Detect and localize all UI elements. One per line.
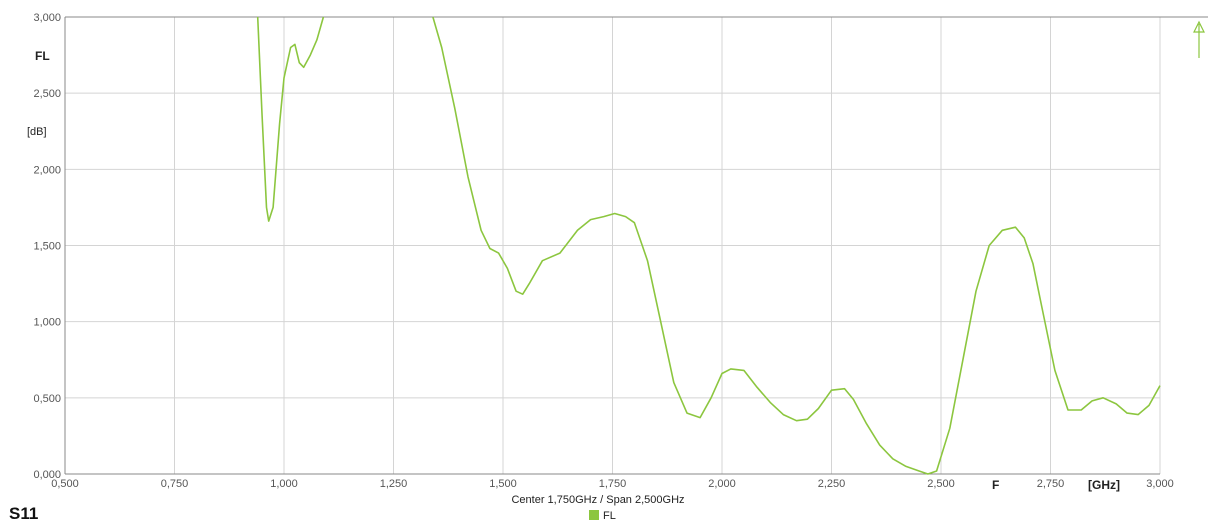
x-tick-label: 1,750 <box>599 478 627 490</box>
x-axis-unit: [GHz] <box>1088 478 1120 492</box>
x-tick-label: 0,500 <box>51 478 79 490</box>
grid <box>64 16 1208 475</box>
y-tick-label: 3,000 <box>33 12 61 24</box>
x-tick-label: 0,750 <box>161 478 189 490</box>
marker-arrow-icon[interactable] <box>1193 20 1205 58</box>
y-tick-label: 0,500 <box>33 393 61 405</box>
y-axis-title: FL <box>35 49 50 63</box>
x-tick-label: 2,500 <box>927 478 955 490</box>
x-tick-label: 2,000 <box>708 478 736 490</box>
center-span-caption: Center 1,750GHz / Span 2,500GHz <box>511 494 684 506</box>
legend: FL <box>589 510 616 522</box>
trace-title: S11 <box>9 504 38 523</box>
x-marker-label: F <box>992 478 999 492</box>
x-tick-label: 2,250 <box>818 478 846 490</box>
x-tick-label: 2,750 <box>1037 478 1065 490</box>
y-tick-label: 2,500 <box>33 88 61 100</box>
y-tick-label: 0,000 <box>33 469 61 481</box>
y-axis-unit: [dB] <box>27 126 47 138</box>
tick-labels: 0,500 0,750 1,000 1,250 1,500 1,750 2,000 2,250… <box>33 12 1173 490</box>
x-tick-label: 1,250 <box>380 478 408 490</box>
series-layer <box>256 16 1161 475</box>
y-tick-label: 1,000 <box>33 317 61 329</box>
series-line-fl <box>432 16 1161 475</box>
x-tick-label: 3,000 <box>1146 478 1174 490</box>
x-tick-label: 1,500 <box>489 478 517 490</box>
x-tick-label: 1,000 <box>270 478 298 490</box>
legend-swatch-fl <box>589 510 599 520</box>
series-line-fl <box>256 16 325 222</box>
y-tick-label: 1,500 <box>33 241 61 253</box>
legend-label-fl: FL <box>603 510 616 522</box>
y-tick-label: 2,000 <box>33 164 61 176</box>
